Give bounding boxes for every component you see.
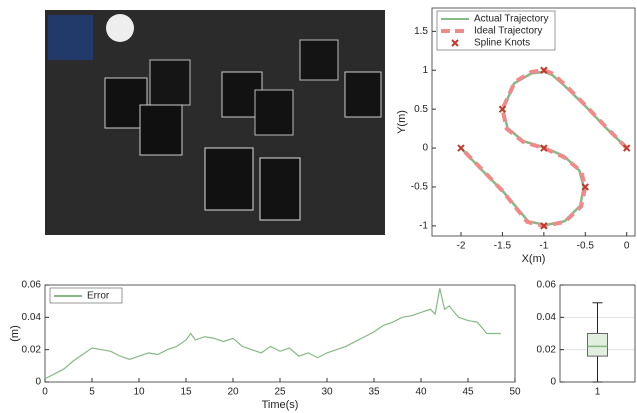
robot <box>150 60 190 105</box>
robot <box>205 148 253 210</box>
x-tick-label: 0 <box>624 241 630 252</box>
x-tick-label: 1 <box>595 387 601 398</box>
robot <box>255 90 293 135</box>
x-tick-label: 20 <box>227 387 239 398</box>
box <box>48 15 93 60</box>
y-tick-label: 0 <box>35 377 41 388</box>
y-tick-label: -0.5 <box>411 182 429 193</box>
y-tick-label: 1 <box>422 65 428 76</box>
robot <box>140 105 182 155</box>
x-tick-label: 25 <box>274 387 286 398</box>
figure: -1 -0.5 0 0.5 1 1.5 -2 -1.5 -1 -0.5 0 X(m) Y(m) Actua… <box>0 0 637 413</box>
robot <box>260 158 300 220</box>
x-tick-label: 10 <box>133 387 145 398</box>
x-tick-label: 45 <box>462 387 474 398</box>
y-tick-label: 0 <box>550 377 556 388</box>
x-tick-label: 35 <box>368 387 380 398</box>
x-tick-label: -1.5 <box>494 241 512 252</box>
page: -1 -0.5 0 0.5 1 1.5 -2 -1.5 -1 -0.5 0 X(m) Y(m) Actua… <box>0 0 637 413</box>
x-tick-label: 0 <box>42 387 48 398</box>
robot <box>345 72 381 117</box>
y-tick-label: 0 <box>422 143 428 154</box>
y-tick-label: 0.06 <box>537 280 557 291</box>
y-axis-label: (m) <box>9 325 21 342</box>
y-tick-label: 0.04 <box>22 312 42 323</box>
x-tick-label: -1 <box>539 241 548 252</box>
legend-label: Spline Knots <box>474 38 530 49</box>
y-tick-label: 1.5 <box>414 26 428 37</box>
x-tick-label: 50 <box>509 387 521 398</box>
box <box>588 334 608 357</box>
y-tick-label: 0.5 <box>414 104 428 115</box>
photo <box>45 10 385 235</box>
x-tick-label: 15 <box>180 387 192 398</box>
x-axis-label: X(m) <box>522 253 546 265</box>
knot-marker <box>458 145 464 151</box>
y-axis-label: Y(m) <box>396 110 408 134</box>
y-tick-label: 0.06 <box>22 280 42 291</box>
x-tick-label: -2 <box>457 241 466 252</box>
x-tick-label: 5 <box>89 387 95 398</box>
y-tick-label: 0.04 <box>537 312 557 323</box>
legend-label: Ideal Trajectory <box>474 26 542 37</box>
x-tick-label: 30 <box>321 387 333 398</box>
x-tick-label: 40 <box>415 387 427 398</box>
legend-label: Error <box>87 291 110 302</box>
robot <box>300 40 338 80</box>
y-tick-label: 0.02 <box>537 344 557 355</box>
legend-label: Actual Trajectory <box>474 14 548 25</box>
toy <box>106 14 134 42</box>
x-axis-label: Time(s) <box>262 399 299 411</box>
y-tick-label: 0.02 <box>22 344 42 355</box>
x-tick-label: -0.5 <box>577 241 595 252</box>
y-tick-label: -1 <box>419 221 428 232</box>
